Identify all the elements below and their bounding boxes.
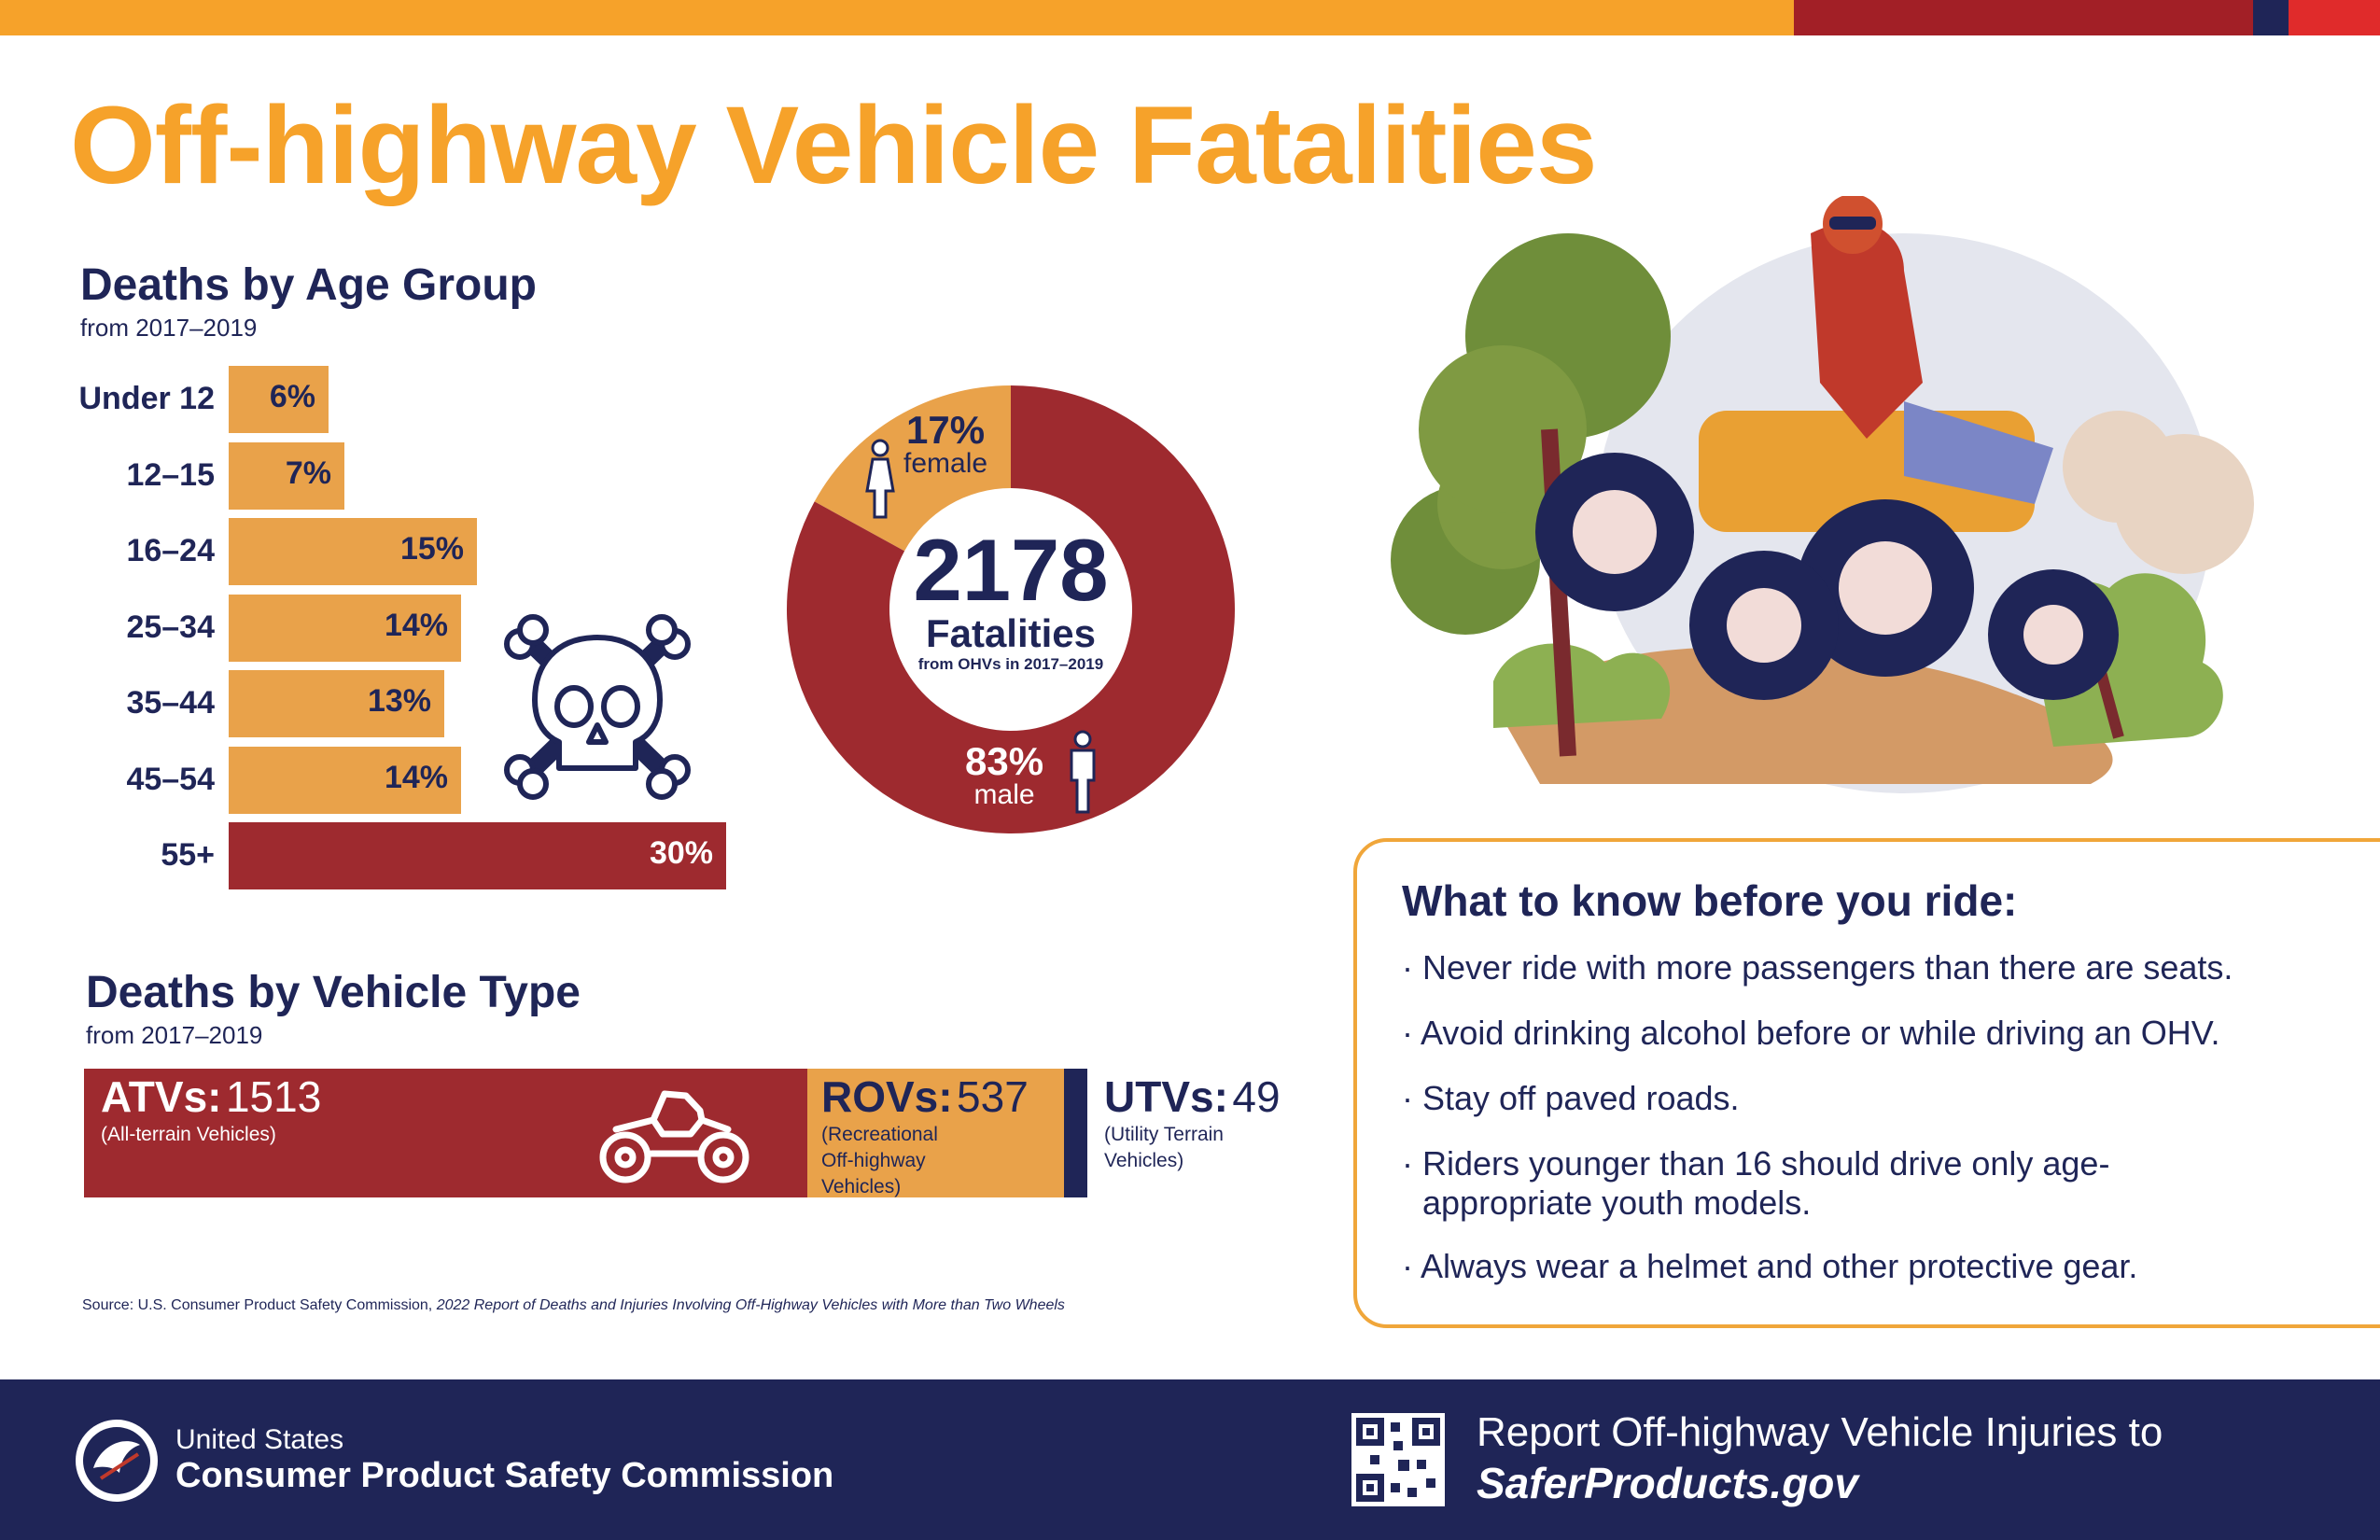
report-link[interactable]: SaferProducts.gov — [1477, 1459, 1858, 1507]
age-bar: 30% — [229, 822, 726, 889]
donut-total-label: Fatalities — [925, 611, 1097, 655]
age-bar-value: 7% — [285, 455, 331, 491]
report-line1: Report Off-highway Vehicle Injuries to — [1477, 1409, 2163, 1455]
atv-description: (All-terrain Vehicles) — [101, 1124, 276, 1145]
vehicle-bar-segment — [807, 1069, 1064, 1197]
rov-count: 537 — [957, 1072, 1029, 1121]
footer-org-line2: Consumer Product Safety Commission — [175, 1456, 834, 1495]
atv-name: ATVs: — [101, 1072, 222, 1121]
age-bar-value: 14% — [384, 607, 448, 643]
tips-title: What to know before you ride: — [1402, 876, 2018, 925]
tip-item: · Riders younger than 16 should drive on… — [1402, 1144, 2110, 1222]
age-category-label: Under 12 — [78, 381, 216, 416]
age-chart-subtitle: from 2017–2019 — [80, 314, 258, 342]
age-chart-title: Deaths by Age Group — [80, 260, 537, 310]
atv-count: 1513 — [225, 1072, 322, 1121]
age-bar: 14% — [229, 594, 461, 662]
donut-total: 2178 — [913, 521, 1109, 619]
utv-count: 49 — [1232, 1072, 1281, 1121]
age-bar: 15% — [229, 518, 477, 585]
age-bar: 7% — [229, 441, 344, 510]
source-prefix: Source: U.S. Consumer Product Safety Com… — [82, 1297, 437, 1313]
age-category-label: 12–15 — [126, 456, 215, 493]
tip-item: · Stay off paved roads. — [1402, 1079, 1740, 1117]
utv-name: UTVs: — [1104, 1072, 1228, 1121]
age-bar: 14% — [229, 746, 461, 814]
rov-description-3: Vehicles) — [821, 1176, 902, 1197]
atv-icon — [599, 1090, 749, 1183]
vehicle-bar-segment — [1064, 1069, 1087, 1197]
age-category-label: 55+ — [161, 837, 215, 873]
male-label: male — [973, 779, 1035, 810]
page-title: Off-highway Vehicle Fatalities — [70, 84, 1598, 207]
cpsc-logo-icon — [76, 1420, 158, 1502]
female-icon — [865, 439, 895, 519]
tip-item: · Avoid drinking alcohol before or while… — [1402, 1014, 2220, 1052]
tips-box — [1353, 838, 2380, 1328]
tip-item: · Always wear a helmet and other protect… — [1402, 1247, 2138, 1285]
qr-code-icon[interactable] — [1351, 1413, 1445, 1506]
tip-item: · Never ride with more passengers than t… — [1402, 948, 2233, 987]
footer-org-line1: United States — [175, 1424, 344, 1455]
vehicle-chart-title: Deaths by Vehicle Type — [86, 968, 581, 1017]
rov-description-2: Off-highway — [821, 1150, 926, 1171]
male-slice — [787, 385, 1235, 833]
gender-donut-chart — [787, 385, 1235, 833]
age-category-label: 35–44 — [126, 685, 215, 721]
age-category-label: 16–24 — [126, 533, 215, 568]
age-category-label: 25–34 — [126, 609, 215, 645]
skull-crossbones-icon — [504, 614, 691, 800]
top-color-bar — [0, 0, 2380, 35]
rov-name: ROVs: — [821, 1072, 953, 1121]
source-title: 2022 Report of Deaths and Injuries Invol… — [436, 1297, 1065, 1313]
age-category-label: 45–54 — [126, 761, 215, 797]
age-bar-chart: Under 12 6% 12–15 7% 16–24 15% 25–34 14% 35–44 13… — [0, 0, 726, 889]
female-slice — [814, 385, 1011, 552]
age-bar-value: 14% — [384, 759, 448, 795]
male-icon — [1070, 730, 1096, 814]
female-percent: 17% — [905, 408, 986, 452]
age-bar-value: 6% — [269, 379, 315, 414]
female-label: female — [903, 448, 988, 479]
rov-description-1: (Recreational — [821, 1124, 938, 1145]
age-bar: 6% — [229, 366, 329, 433]
atv-rider-illustration — [1391, 196, 2254, 793]
age-bar-value: 30% — [649, 835, 713, 871]
male-percent: 83% — [965, 739, 1044, 783]
utv-description-1: (Utility Terrain — [1104, 1124, 1224, 1145]
donut-total-sub: from OHVs in 2017–2019 — [917, 655, 1104, 673]
footer — [0, 1379, 2380, 1540]
age-bar: 13% — [229, 670, 444, 737]
source-note: Source: U.S. Consumer Product Safety Com… — [82, 1297, 1065, 1314]
vehicle-bar-chart — [0, 0, 1087, 1197]
vehicle-chart-subtitle: from 2017–2019 — [86, 1021, 263, 1049]
age-bar-value: 15% — [399, 531, 464, 567]
age-bar-value: 13% — [367, 683, 431, 719]
utv-description-2: Vehicles) — [1104, 1150, 1184, 1171]
